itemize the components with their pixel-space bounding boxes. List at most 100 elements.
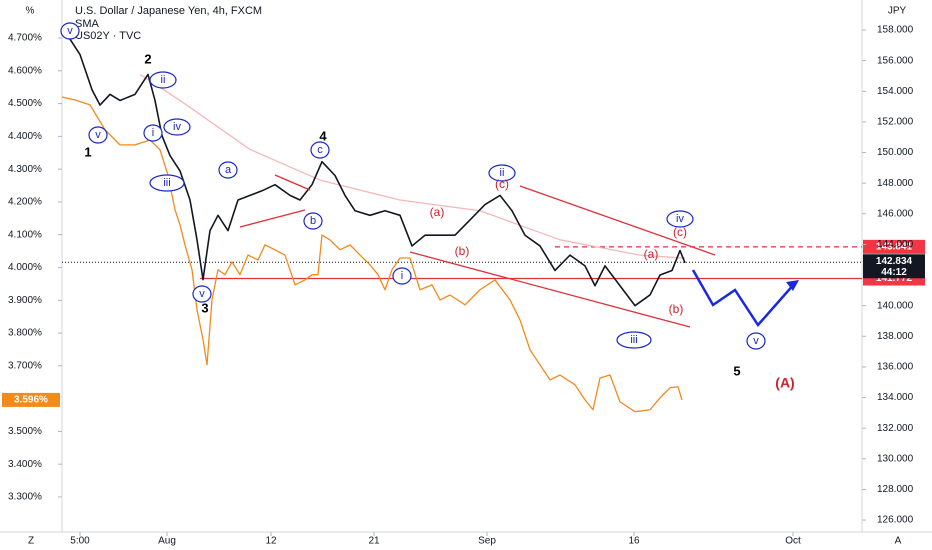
wave-label: v [67, 25, 73, 37]
wave-label: ii [500, 167, 505, 179]
wave-label: b [310, 215, 316, 227]
y2-tick-label: 126.000 [877, 515, 914, 526]
wave-label: 3 [201, 300, 208, 315]
wave-label: (c) [673, 225, 687, 239]
wave-circle [149, 174, 185, 192]
wave-label: ii [161, 74, 166, 86]
wave-label: v [199, 288, 205, 300]
wave-circle [303, 212, 323, 230]
y-tick-label: 4.300% [8, 164, 42, 175]
indicator-label: US02Y · TVC [75, 30, 141, 42]
y-tick-label: 4.700% [8, 33, 42, 44]
wave-label: c [317, 144, 323, 156]
series-line [139, 73, 686, 259]
projection-path [691, 269, 796, 328]
plot [61, 34, 862, 413]
wave-circle [143, 124, 163, 142]
wave-circle [218, 161, 238, 179]
wave-circle [666, 210, 694, 228]
trendline [409, 251, 691, 328]
trendline [519, 185, 716, 256]
y2-tick-label: 146.000 [877, 208, 914, 219]
chart-title: U.S. Dollar / Japanese Yen, 4h, FXCM [75, 5, 262, 17]
wave-circle [163, 118, 191, 136]
y2-tick-label: 156.000 [877, 55, 914, 66]
yield-label: 3.596% [14, 395, 48, 406]
y2-tick-label: 130.000 [877, 453, 914, 464]
y2-tick-label: 150.000 [877, 147, 914, 158]
y2-tick-label: 134.000 [877, 392, 914, 403]
corner-label: Z [28, 536, 34, 547]
wave-label: i [401, 270, 403, 282]
wave-label: 1 [84, 144, 91, 159]
price-level-label: 143.841 [876, 241, 913, 252]
wave-label: iv [173, 121, 181, 133]
y2-tick-label: 140.000 [877, 300, 914, 311]
y2-tick-label: 154.000 [877, 86, 914, 97]
wave-circle [192, 285, 212, 303]
wave-label: iii [163, 177, 170, 189]
wave-circle [392, 267, 412, 285]
indicator-label: SMA [75, 18, 100, 30]
x-tick-label: 16 [628, 536, 640, 547]
y-tick-label: 3.400% [8, 459, 42, 470]
countdown-label: 44:12 [881, 267, 907, 278]
wave-label: v [95, 129, 101, 141]
wave-label: iii [630, 334, 637, 346]
y2-tick-label: 132.000 [877, 423, 914, 434]
x-tick-label: 5:00 [70, 536, 90, 547]
corner-label: A [895, 536, 902, 547]
projection-arrow [786, 280, 799, 291]
y-tick-label: 4.500% [8, 98, 42, 109]
wave-label: 5 [733, 363, 740, 378]
yield-tag [2, 392, 60, 407]
price-level-label: 141.772 [876, 273, 913, 284]
x-tick-label: 21 [368, 536, 380, 547]
wave-labels: v v 1 2 ii i iv iii a b c 4 v 3 (a) (b) … [60, 22, 795, 391]
wave-label: a [225, 164, 232, 176]
y2-tick-label: 136.000 [877, 362, 914, 373]
wave-circle [616, 331, 652, 349]
last-price-tag [863, 254, 925, 279]
y-tick-label: 4.600% [8, 65, 42, 76]
y-tick-label: 4.400% [8, 131, 42, 142]
wave-circle [488, 164, 516, 182]
trendline [239, 209, 306, 228]
trendline [274, 174, 311, 191]
wave-label: (A) [775, 375, 794, 391]
wave-label: (a) [644, 247, 659, 261]
y2-tick-label: 158.000 [877, 25, 914, 36]
wave-label: (c) [495, 177, 509, 191]
wave-label: v [753, 335, 759, 347]
x-tick-label: Oct [785, 536, 801, 547]
y-tick-label: 4.200% [8, 197, 42, 208]
wave-label: iv [676, 213, 684, 225]
wave-circle [149, 71, 177, 89]
y2-tick-label: 148.000 [877, 178, 914, 189]
series-line [61, 96, 683, 413]
y-tick-label: 4.000% [8, 262, 42, 273]
y-tick-label: 3.300% [8, 492, 42, 503]
wave-label: 4 [319, 128, 327, 143]
wave-circle [60, 22, 80, 40]
y-tick-label: 3.500% [8, 426, 42, 437]
y2-axis-unit: JPY [888, 6, 907, 17]
y-tick-label: 4.100% [8, 229, 42, 240]
y-axis-unit: % [26, 6, 35, 17]
last-price-label: 142.834 [876, 256, 913, 267]
trendlines [239, 174, 716, 328]
y2-tick-label: 152.000 [877, 117, 914, 128]
y-tick-label: 3.800% [8, 328, 42, 339]
x-tick-label: 12 [265, 536, 277, 547]
wave-label: (b) [455, 244, 470, 258]
wave-circle [746, 332, 766, 350]
wave-label: (a) [430, 205, 445, 219]
x-tick-label: Aug [158, 536, 176, 547]
x-tick-label: Sep [478, 536, 496, 547]
wave-label: 2 [144, 51, 151, 66]
y2-tick-label: 128.000 [877, 484, 914, 495]
wave-label: (b) [669, 302, 684, 316]
